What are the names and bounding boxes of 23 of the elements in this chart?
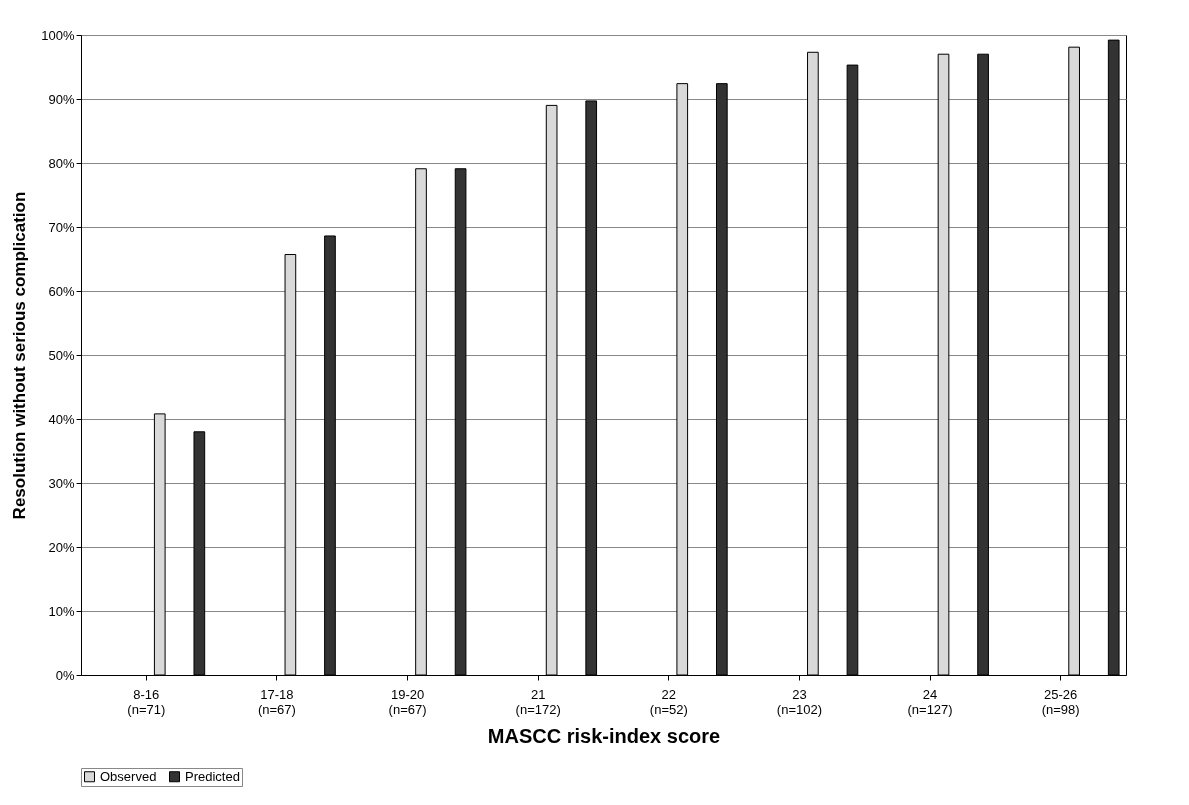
x-tick-label: 8-16 (n=71) — [127, 686, 166, 717]
y-axis-title: Resolution without serious complication — [10, 191, 30, 520]
y-tick-label: 70% — [48, 219, 75, 235]
y-tick-label: 80% — [48, 155, 75, 171]
x-tick-label: 22 (n=52) — [649, 686, 688, 717]
x-tick-label: 25-26 (n=98) — [1041, 686, 1080, 717]
y-tick-label: 10% — [48, 603, 75, 619]
x-tick-label: 24 (n=127) — [907, 686, 953, 717]
y-tick-label: 20% — [48, 539, 75, 555]
x-tick-label: 21 (n=172) — [515, 686, 561, 717]
y-tick-label: 60% — [48, 283, 75, 299]
y-tick-label: 50% — [48, 347, 75, 363]
x-tick-label: 17-18 (n=67) — [257, 686, 296, 717]
legend-label: Observed — [100, 768, 157, 784]
y-tick-label: 0% — [55, 667, 75, 683]
x-tick-label: 19-20 (n=67) — [388, 686, 427, 717]
x-axis-title: MASCC risk-index score — [487, 724, 721, 747]
legend-label: Predicted — [185, 768, 240, 784]
y-tick-label: 100% — [41, 27, 75, 43]
x-tick-label: 23 (n=102) — [776, 686, 823, 717]
y-tick-label: 40% — [48, 411, 75, 427]
y-tick-label: 30% — [48, 475, 75, 491]
y-tick-label: 90% — [48, 91, 75, 107]
